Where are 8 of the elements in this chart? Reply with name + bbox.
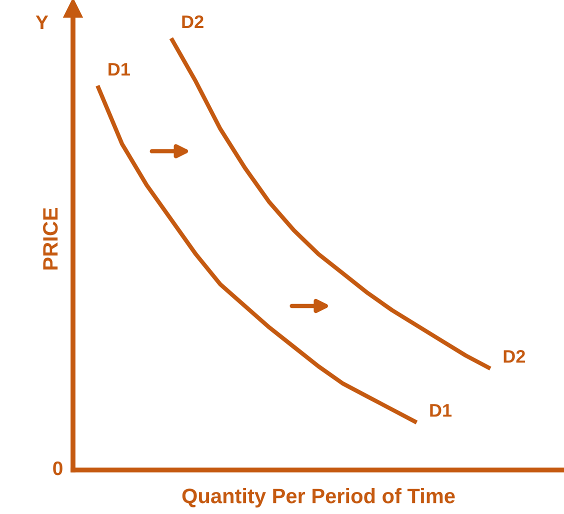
- series-label: D1: [430, 404, 452, 417]
- text: D2: [182, 15, 204, 28]
- text: Y: [36, 16, 48, 30]
- x-axis-title: Quantity Per Period of Time: [182, 488, 455, 508]
- y-axis-title: PRICE: [43, 208, 58, 270]
- series-label: D2: [504, 350, 525, 363]
- text: 0: [53, 461, 62, 476]
- text: D1: [108, 63, 130, 76]
